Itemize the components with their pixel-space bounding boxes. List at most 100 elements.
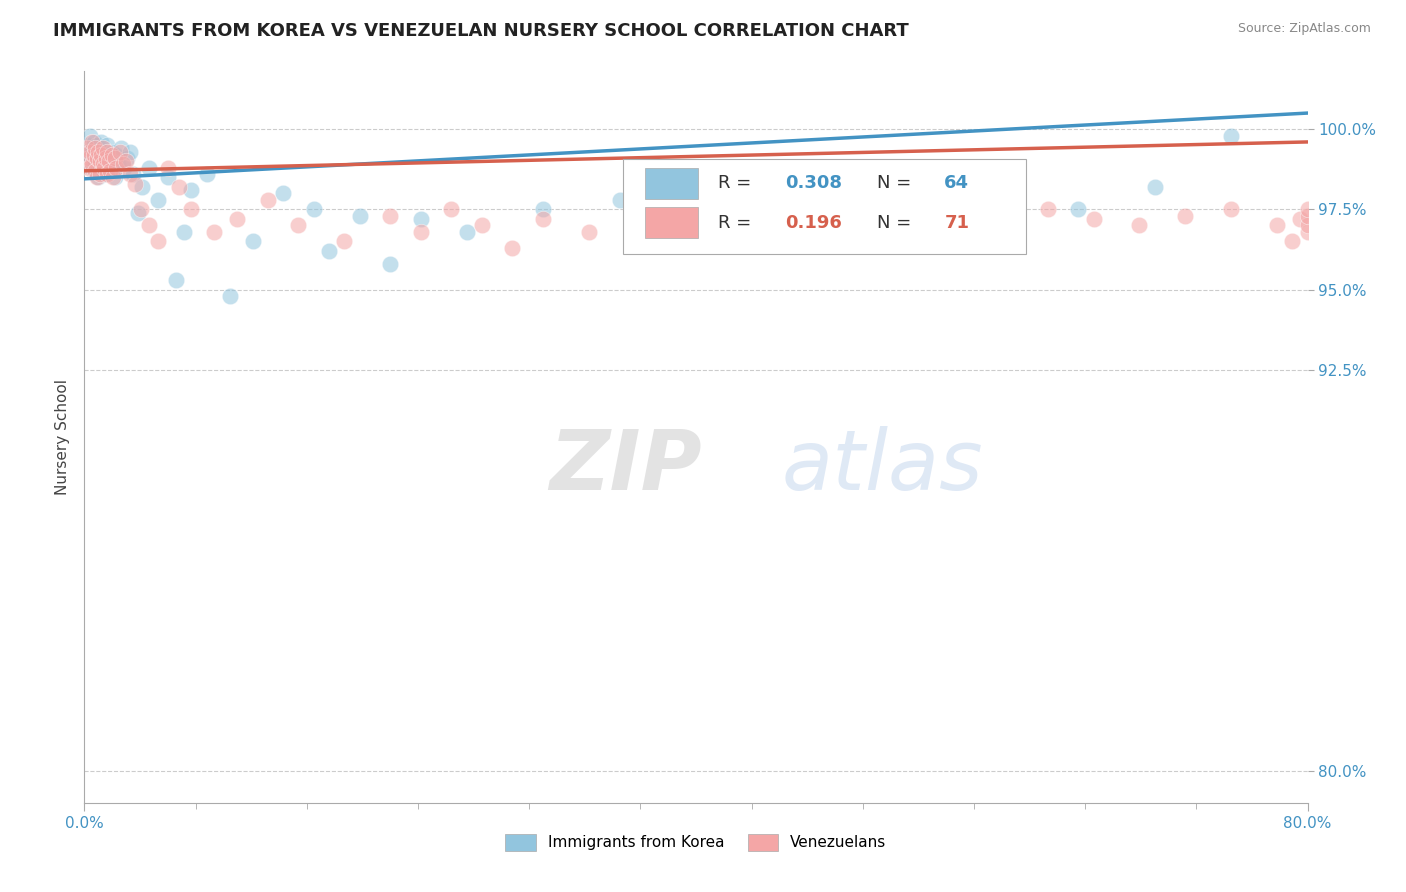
Point [157, 170, 180, 185]
Point [104, 151, 127, 165]
Point [157, 161, 180, 175]
Point [202, 225, 225, 239]
Point [1281, 235, 1303, 249]
Point [115, 151, 138, 165]
Point [96, 145, 118, 159]
Point [609, 193, 631, 207]
Point [98, 163, 121, 178]
Point [138, 161, 160, 175]
Point [94, 148, 117, 162]
Point [97, 154, 120, 169]
Text: R =: R = [718, 174, 756, 193]
Point [79, 145, 101, 159]
Text: Source: ZipAtlas.com: Source: ZipAtlas.com [1237, 22, 1371, 36]
Text: R =: R = [718, 214, 756, 232]
Point [991, 186, 1014, 201]
Point [96, 167, 118, 181]
Point [1036, 202, 1059, 217]
Point [531, 211, 554, 226]
Point [80, 157, 103, 171]
Point [716, 209, 738, 223]
Point [83, 135, 105, 149]
Point [173, 225, 195, 239]
Point [127, 205, 149, 219]
Text: 64: 64 [945, 174, 969, 193]
Point [131, 179, 153, 194]
Point [409, 225, 432, 239]
Point [180, 183, 202, 197]
Point [89, 167, 111, 181]
Point [84, 141, 107, 155]
Point [98, 163, 121, 178]
Point [1220, 128, 1243, 143]
Point [853, 211, 876, 226]
Point [86, 138, 108, 153]
Point [86, 151, 108, 165]
Point [110, 141, 132, 155]
Legend: Immigrants from Korea, Venezuelans: Immigrants from Korea, Venezuelans [499, 828, 893, 857]
Point [87, 145, 110, 159]
Point [80, 161, 103, 175]
Point [89, 154, 111, 169]
Point [138, 219, 160, 233]
Point [76, 141, 98, 155]
Point [945, 219, 967, 233]
Point [218, 289, 240, 303]
Point [1296, 209, 1319, 223]
Text: 0.308: 0.308 [786, 174, 842, 193]
Point [226, 211, 249, 226]
Point [93, 154, 115, 169]
Point [456, 225, 478, 239]
Point [94, 151, 117, 165]
Point [96, 161, 118, 175]
Point [761, 202, 783, 217]
Point [105, 161, 128, 175]
Y-axis label: Nursery School: Nursery School [55, 379, 70, 495]
Point [991, 209, 1014, 223]
Point [122, 167, 145, 181]
Point [471, 219, 494, 233]
Point [77, 148, 100, 162]
Point [77, 161, 100, 175]
Point [807, 219, 830, 233]
Point [112, 161, 135, 175]
Point [287, 219, 309, 233]
Point [90, 151, 112, 165]
Point [105, 148, 128, 162]
Point [669, 219, 692, 233]
Point [114, 154, 136, 169]
Point [120, 145, 142, 159]
Point [90, 148, 112, 162]
Point [380, 257, 402, 271]
Point [89, 161, 111, 175]
Point [77, 151, 100, 165]
Point [1289, 211, 1312, 226]
Text: 0.196: 0.196 [786, 214, 842, 232]
Point [1265, 219, 1288, 233]
Text: 71: 71 [945, 214, 969, 232]
Point [1128, 219, 1150, 233]
Point [349, 209, 371, 223]
Point [898, 202, 921, 217]
Point [91, 141, 114, 155]
Point [531, 202, 554, 217]
FancyBboxPatch shape [644, 208, 699, 238]
Point [146, 193, 169, 207]
Point [180, 202, 202, 217]
Point [624, 202, 647, 217]
Point [838, 193, 860, 207]
Point [90, 135, 112, 149]
Point [167, 179, 190, 194]
Point [87, 170, 110, 185]
Point [91, 145, 114, 159]
Point [1296, 219, 1319, 233]
Point [1220, 202, 1243, 217]
Point [84, 163, 107, 178]
Point [97, 151, 120, 165]
Point [79, 128, 101, 143]
Point [84, 145, 107, 159]
Point [333, 235, 356, 249]
Point [86, 163, 108, 178]
Point [89, 141, 111, 155]
Point [1143, 179, 1166, 194]
